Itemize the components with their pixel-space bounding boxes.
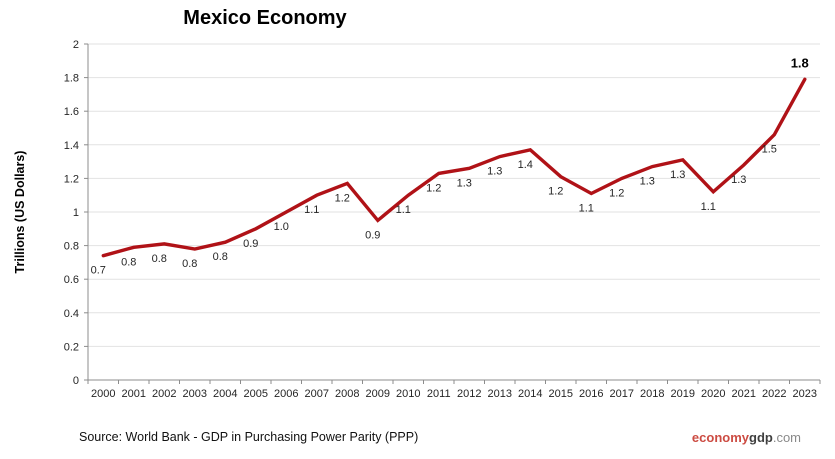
brand-part-economy: economy [691,430,749,445]
data-point-label: 1.2 [426,182,441,194]
x-tick-label: 2012 [457,388,481,400]
x-tick-label: 2003 [183,388,207,400]
x-tick-label: 2009 [366,388,390,400]
x-tick-label: 2007 [305,388,329,400]
data-point-label: 1.3 [487,166,502,178]
y-axis-title: Trillions (US Dollars) [13,151,27,274]
brand-part-com: .com [772,430,801,445]
x-tick-label: 2011 [427,388,451,400]
y-tick-label: 2 [73,39,79,51]
y-tick-label: 0 [73,375,79,387]
y-tick-label: 0.6 [64,274,79,286]
data-point-label: 1.3 [457,177,472,189]
data-point-label: 1.0 [274,221,289,233]
y-tick-label: 0.2 [64,341,79,353]
data-point-label: 1.1 [701,201,716,213]
brand-watermark: economygdp.com [692,430,801,445]
x-tick-label: 2014 [518,388,542,400]
line-chart: 0 0.2 0.4 0.6 0.8 1 1.2 1.4 1.6 1.8 2 2000 2001 2002 2… [13,39,821,400]
x-tick-label: 2004 [213,388,237,400]
data-point-label: 1.5 [762,144,777,156]
data-point-label: 1.1 [396,204,411,216]
data-point-label: 0.8 [182,258,197,270]
y-tick-label: 1.4 [64,140,79,152]
data-point-label: 1.2 [548,186,563,198]
x-tick-label: 2008 [335,388,359,400]
x-tick-label: 2020 [701,388,725,400]
data-point-label: 1.3 [640,176,655,188]
data-point-label: 1.2 [335,192,350,204]
x-tick-label: 2010 [396,388,420,400]
y-tick-label: 1.8 [64,73,79,85]
data-point-label: 1.1 [304,204,319,216]
x-tick-label: 2002 [152,388,176,400]
x-tick-label: 2018 [640,388,664,400]
y-tick-label: 1 [73,207,79,219]
data-point-label: 1.1 [579,203,594,215]
x-tick-label: 2015 [549,388,573,400]
brand-part-gdp: gdp [749,430,773,445]
data-point-label: 0.8 [121,256,136,268]
x-tick-label: 2013 [488,388,512,400]
gdp-line [101,77,807,258]
data-point-label: 0.9 [243,238,258,250]
x-tick-label: 2016 [579,388,603,400]
x-tick-label: 2022 [762,388,786,400]
data-point-label: 0.9 [365,229,380,241]
x-tick-label: 2001 [122,388,146,400]
data-point-label: 0.7 [91,265,106,277]
x-tick-label: 2023 [793,388,817,400]
y-tick-label: 1.6 [64,106,79,118]
data-point-label: 1.2 [609,187,624,199]
data-point-label: 0.8 [213,251,228,263]
data-point-label: 1.3 [731,174,746,186]
data-point-label: 1.8 [791,55,809,70]
chart-title: Mexico Economy [183,7,347,29]
y-tick-label: 0.4 [64,308,79,320]
x-tick-label: 2017 [610,388,634,400]
x-tick-label: 2021 [732,388,756,400]
x-tick-label: 2006 [274,388,298,400]
y-tick-label: 1.2 [64,173,79,185]
data-point-label: 1.4 [518,159,533,171]
data-point-label: 0.8 [152,253,167,265]
x-tick-label: 2000 [91,388,115,400]
y-tick-label: 0.8 [64,241,79,253]
x-tick-label: 2005 [244,388,268,400]
data-point-label: 1.3 [670,169,685,181]
x-tick-label: 2019 [671,388,695,400]
source-note: Source: World Bank - GDP in Purchasing P… [79,430,419,444]
